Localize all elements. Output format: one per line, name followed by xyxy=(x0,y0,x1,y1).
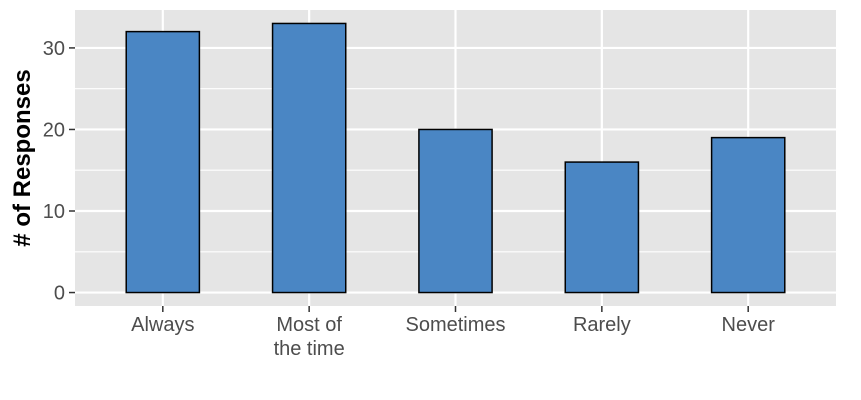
bar xyxy=(125,30,201,294)
y-tick-label: 0 xyxy=(54,283,65,305)
bar xyxy=(710,136,786,294)
bars xyxy=(125,22,786,294)
y-tick-label: 20 xyxy=(43,119,65,141)
y-tick-label: 10 xyxy=(43,201,65,223)
y-axis: 0 10 20 30 xyxy=(43,38,75,305)
bar xyxy=(271,22,347,294)
x-tick-label: Sometimes xyxy=(405,314,505,336)
bar xyxy=(564,161,640,294)
x-tick-label: Rarely xyxy=(573,314,631,336)
x-tick-label: Always xyxy=(131,314,194,336)
x-axis: Always Most of the time Sometimes Rarely Neve… xyxy=(131,306,775,360)
y-tick-label: 30 xyxy=(43,38,65,60)
y-axis-label: # of Responses xyxy=(9,69,36,246)
x-tick-label: Never xyxy=(722,314,776,336)
x-tick-label: Most of the time xyxy=(274,314,345,360)
bar xyxy=(418,128,493,294)
